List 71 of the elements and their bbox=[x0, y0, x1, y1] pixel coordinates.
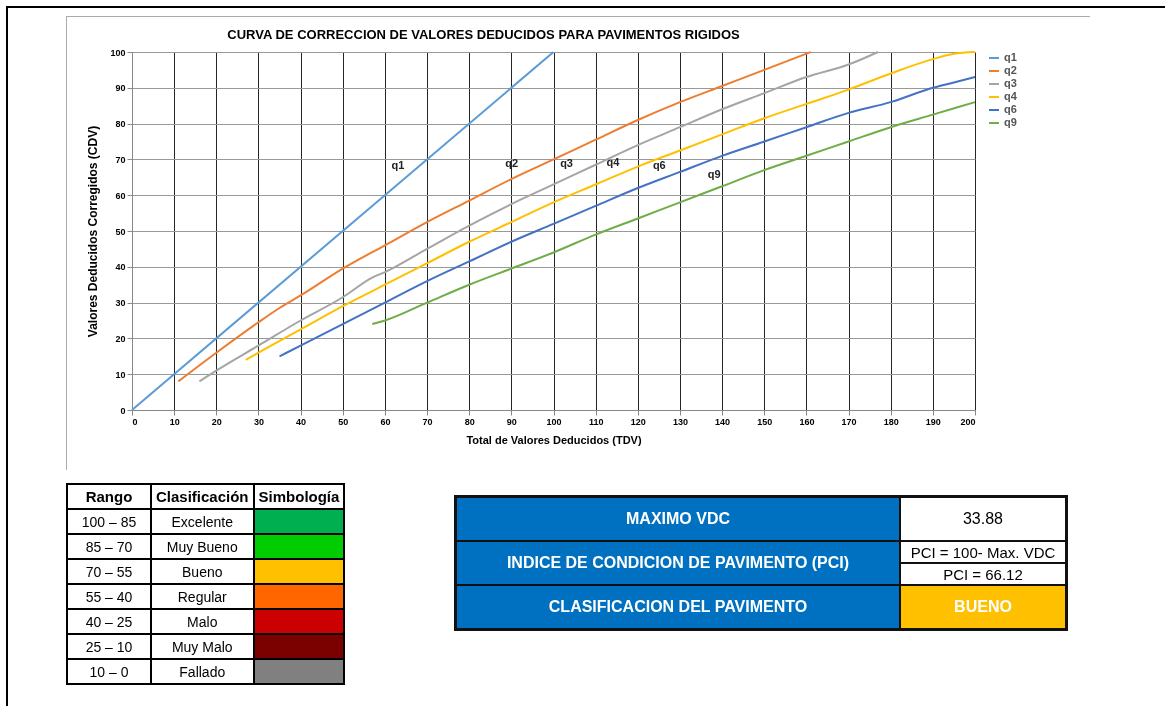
text: 25 – 10 bbox=[67, 634, 151, 659]
x-tick-label: 40 bbox=[296, 416, 307, 427]
x-tick-label: 130 bbox=[672, 416, 688, 427]
x-tick-label: 140 bbox=[715, 416, 731, 427]
y-tick-label: 60 bbox=[115, 190, 126, 201]
y-tick-label: 50 bbox=[115, 226, 126, 237]
y-tick-label: 10 bbox=[115, 369, 126, 380]
y-tick-label: 30 bbox=[115, 298, 126, 309]
annotation: q9 bbox=[707, 168, 721, 181]
text: Excelente bbox=[151, 509, 254, 534]
x-tick-label: 10 bbox=[169, 416, 180, 427]
x-tick-label: 20 bbox=[211, 416, 222, 427]
legend-label: q1 bbox=[1004, 51, 1017, 63]
text: 100 – 85 bbox=[67, 509, 151, 534]
y-axis-title: Valores Deducidos Corregidos (CDV) bbox=[86, 125, 101, 338]
x-tick-label: 170 bbox=[841, 416, 857, 427]
text: PCI = 100- Max. VDC bbox=[900, 541, 1067, 563]
text: 70 – 55 bbox=[67, 559, 151, 584]
text: CLASIFICACION DEL PAVIMENTO bbox=[455, 585, 900, 630]
text: PCI = 66.12 bbox=[900, 563, 1067, 585]
y-tick-label: 80 bbox=[115, 119, 126, 130]
x-tick-label: 110 bbox=[588, 416, 604, 427]
x-tick-label: 30 bbox=[253, 416, 264, 427]
x-tick-label: 90 bbox=[506, 416, 517, 427]
text: 10 – 0 bbox=[67, 659, 151, 684]
x-tick-label: 180 bbox=[883, 416, 899, 427]
text: Muy Bueno bbox=[151, 534, 254, 559]
x-tick-label: 50 bbox=[338, 416, 349, 427]
legend-label: q3 bbox=[1004, 77, 1017, 89]
x-tick-label: 150 bbox=[757, 416, 773, 427]
text: Rango bbox=[67, 484, 151, 509]
text: 85 – 70 bbox=[67, 534, 151, 559]
x-tick-label: 60 bbox=[380, 416, 391, 427]
x-tick-label: 100 bbox=[546, 416, 562, 427]
annotation: q4 bbox=[606, 155, 621, 168]
x-tick-label: 120 bbox=[630, 416, 646, 427]
x-tick-label: 70 bbox=[422, 416, 433, 427]
chart-title: CURVA DE CORRECCION DE VALORES DEDUCIDOS PARA PAVIMENTOS RIGIDOS bbox=[227, 27, 740, 42]
x-tick-label: 190 bbox=[925, 416, 941, 427]
legend-label: q6 bbox=[1004, 103, 1017, 115]
text: BUENO bbox=[900, 585, 1067, 630]
legend-label: q2 bbox=[1004, 64, 1017, 76]
text: Bueno bbox=[151, 559, 254, 584]
x-tick-label: 80 bbox=[464, 416, 475, 427]
text: Regular bbox=[151, 584, 254, 609]
text: 55 – 40 bbox=[67, 584, 151, 609]
text: 33.88 bbox=[900, 496, 1067, 541]
x-tick-label: 160 bbox=[799, 416, 815, 427]
y-tick-label: 100 bbox=[110, 47, 126, 58]
text: MAXIMO VDC bbox=[455, 496, 900, 541]
text: 40 – 25 bbox=[67, 609, 151, 634]
x-axis-title: Total de Valores Deducidos (TDV) bbox=[466, 433, 642, 446]
text: INDICE DE CONDICION DE PAVIMENTO (PCI) bbox=[455, 541, 900, 585]
legend-label: q4 bbox=[1004, 90, 1018, 102]
legend-label: q9 bbox=[1004, 116, 1017, 128]
y-tick-label: 20 bbox=[115, 333, 126, 344]
annotation: q1 bbox=[391, 159, 405, 172]
text: Fallado bbox=[151, 659, 254, 684]
y-tick-label: 90 bbox=[115, 83, 126, 94]
y-tick-label: 70 bbox=[115, 154, 126, 165]
text: Simbología bbox=[253, 484, 345, 509]
y-tick-label: 40 bbox=[115, 262, 126, 273]
text: Clasificación bbox=[151, 484, 254, 509]
annotation: q6 bbox=[652, 158, 666, 171]
text: Muy Malo bbox=[151, 634, 254, 659]
x-tick-label: 200 bbox=[960, 416, 976, 427]
y-tick-label: 0 bbox=[120, 405, 126, 416]
x-tick-label: 0 bbox=[132, 416, 138, 427]
line-series bbox=[371, 101, 976, 326]
annotation: q3 bbox=[560, 156, 573, 169]
text: Malo bbox=[151, 609, 254, 634]
